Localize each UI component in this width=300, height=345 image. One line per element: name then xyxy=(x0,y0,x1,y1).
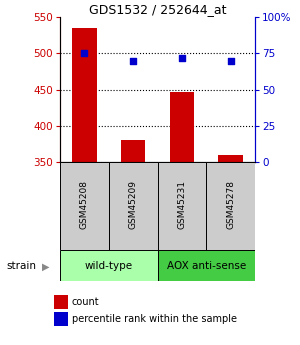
Bar xyxy=(121,140,145,162)
Text: GSM45231: GSM45231 xyxy=(177,180,186,229)
Bar xyxy=(109,162,158,250)
Bar xyxy=(60,250,158,281)
Text: AOX anti-sense: AOX anti-sense xyxy=(167,261,246,270)
Text: GSM45209: GSM45209 xyxy=(129,180,138,229)
Text: wild-type: wild-type xyxy=(85,261,133,270)
Bar xyxy=(170,92,194,162)
Point xyxy=(228,58,233,63)
Bar xyxy=(60,162,109,250)
Text: strain: strain xyxy=(6,262,36,271)
Bar xyxy=(218,155,243,162)
Text: GSM45278: GSM45278 xyxy=(226,180,235,229)
Point xyxy=(179,55,184,61)
Bar xyxy=(206,162,255,250)
Bar xyxy=(158,162,206,250)
Text: count: count xyxy=(72,297,100,307)
Point xyxy=(82,51,87,56)
Bar xyxy=(158,250,255,281)
Text: ▶: ▶ xyxy=(42,262,50,271)
Title: GDS1532 / 252644_at: GDS1532 / 252644_at xyxy=(89,3,226,16)
Text: percentile rank within the sample: percentile rank within the sample xyxy=(72,314,237,324)
Text: GSM45208: GSM45208 xyxy=(80,180,89,229)
Point xyxy=(131,58,136,63)
Bar xyxy=(72,28,97,162)
